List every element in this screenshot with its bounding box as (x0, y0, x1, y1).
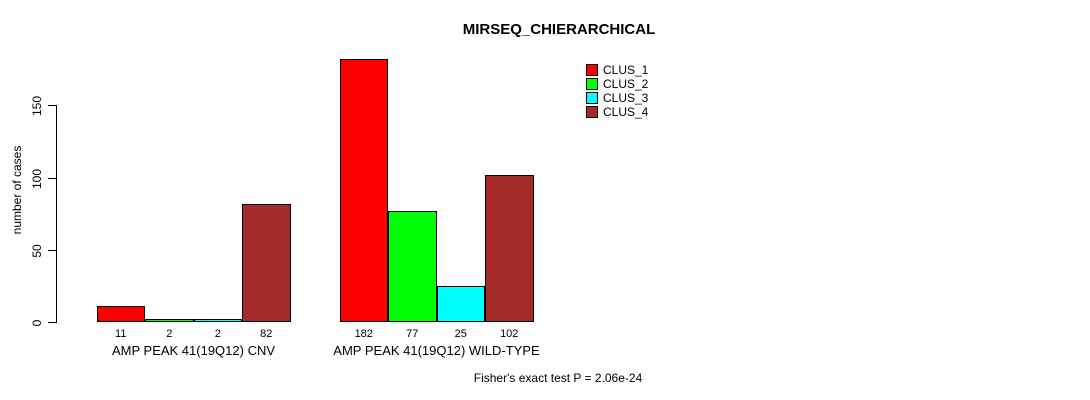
group-label: AMP PEAK 41(19Q12) CNV (111, 343, 276, 358)
legend-row: CLUS_1 (586, 63, 648, 77)
y-tick-label: 50 (30, 243, 44, 258)
y-axis-label: number of cases (10, 145, 24, 235)
legend-label: CLUS_1 (603, 63, 649, 77)
y-tick-label: 100 (30, 168, 44, 189)
y-tick-mark (48, 250, 56, 251)
legend: CLUS_1 CLUS_2 CLUS_3 CLUS_4 (586, 63, 648, 119)
chart-title: MIRSEQ_CHIERARCHICAL (462, 21, 656, 38)
bar-value-label: 182 (354, 328, 373, 340)
y-tick-mark (48, 105, 56, 106)
group-label: AMP PEAK 41(19Q12) WILD-TYPE (333, 343, 540, 358)
bar-value-label: 11 (115, 328, 127, 340)
bar-value-label: 77 (406, 328, 419, 340)
legend-swatch-icon (586, 92, 598, 104)
bar-clus_4-group1 (242, 204, 291, 322)
bar-clus_2-group1 (145, 319, 194, 322)
y-tick-label: 150 (30, 95, 44, 116)
legend-swatch-icon (586, 106, 598, 118)
bar-clus_2-group2 (388, 211, 437, 322)
bar-clus_1-group1 (96, 306, 145, 322)
bar-clus_3-group1 (193, 319, 242, 322)
legend-label: CLUS_2 (603, 77, 649, 91)
legend-label: CLUS_4 (603, 105, 649, 119)
legend-swatch-icon (586, 64, 598, 76)
y-tick-mark (48, 322, 56, 323)
y-tick-mark (48, 178, 56, 179)
legend-row: CLUS_2 (586, 77, 648, 91)
bar-value-label: 2 (214, 328, 221, 340)
fisher-test-annotation: Fisher's exact test P = 2.06e-24 (473, 371, 643, 385)
legend-swatch-icon (586, 78, 598, 90)
legend-row: CLUS_4 (586, 105, 648, 119)
legend-row: CLUS_3 (586, 91, 648, 105)
bar-clus_1-group2 (339, 59, 388, 322)
bar-value-label: 102 (500, 328, 519, 340)
bar-value-label: 2 (166, 328, 173, 340)
bar-clus_4-group2 (485, 175, 534, 322)
bar-value-label: 25 (454, 328, 467, 340)
bar-clus_3-group2 (436, 286, 485, 322)
y-tick-label: 0 (30, 319, 44, 326)
legend-label: CLUS_3 (603, 91, 649, 105)
bar-value-label: 82 (260, 328, 273, 340)
y-axis-line (56, 105, 57, 323)
